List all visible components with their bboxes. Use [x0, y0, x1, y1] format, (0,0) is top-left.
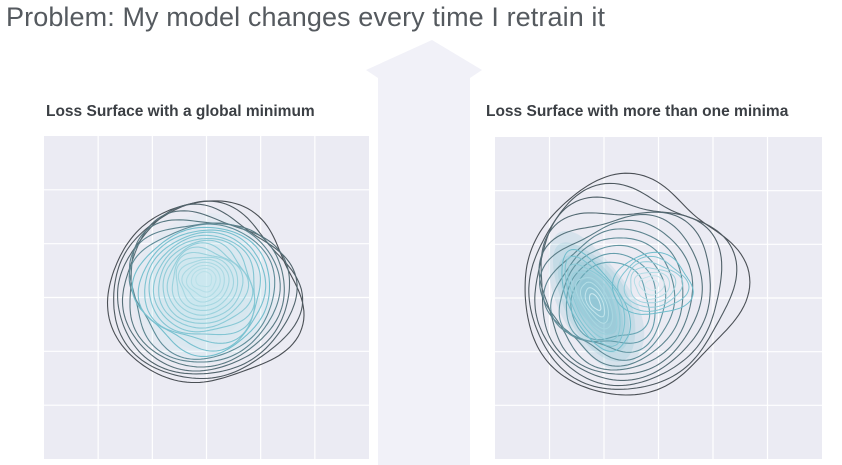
right-contour-basin-left	[567, 263, 621, 341]
left-contour-glow	[156, 239, 254, 342]
left-contour-line	[152, 237, 256, 333]
right-contour-line	[550, 237, 676, 361]
right-contour-line	[540, 211, 711, 381]
right-contour-line	[543, 228, 684, 367]
right-contour-basin-right	[623, 261, 684, 308]
right-contour-basin-right	[630, 267, 677, 304]
right-contour-basin-left	[589, 293, 602, 311]
right-contour-basin-left	[570, 271, 618, 335]
panel-title-multiple-minima: Loss Surface with more than one minima	[486, 103, 789, 120]
right-contour-line	[528, 182, 738, 390]
slide-title: Problem: My model changes every time I r…	[6, 2, 606, 32]
arrow-shape	[366, 40, 482, 465]
left-contour-line	[181, 261, 225, 303]
left-contour-line	[106, 200, 305, 384]
right-contour-glow	[553, 242, 636, 362]
left-contour-line	[144, 231, 261, 344]
left-contour-line	[195, 271, 213, 288]
right-contour-basin-right	[617, 255, 690, 312]
panel-title-global-minimum: Loss Surface with a global minimum	[46, 103, 315, 120]
left-contour-line	[162, 242, 250, 324]
right-contour-basin-left	[564, 255, 626, 347]
right-contour-basin-right	[633, 271, 670, 300]
right-contour-line	[565, 252, 657, 344]
left-contour-line	[175, 256, 235, 311]
right-contour-basin-left	[561, 248, 632, 352]
left-contour-line	[128, 223, 276, 360]
left-contour-line	[129, 219, 285, 368]
right-contour-glow	[573, 269, 618, 335]
right-contour-glow	[557, 254, 630, 353]
left-contour-line	[166, 246, 244, 320]
left-contour-line	[177, 258, 230, 307]
right-contour-line	[534, 196, 723, 387]
right-contour-line	[524, 172, 751, 396]
right-contour-line	[570, 261, 651, 341]
right-contour-basin-right	[638, 275, 665, 296]
left-contour-line	[158, 239, 254, 329]
right-contour-basin-left	[575, 277, 614, 330]
contour-plot-global-minimum	[44, 136, 369, 459]
right-contour-line	[538, 213, 703, 375]
left-contour-line	[113, 200, 304, 380]
left-contour-glow	[148, 229, 263, 350]
left-contour-line	[185, 264, 221, 298]
left-contour-line	[131, 226, 271, 357]
contour-plot-global-minimum-svg	[44, 136, 369, 459]
left-contour-line	[148, 234, 256, 336]
left-contour-line	[190, 267, 217, 293]
contour-plot-multiple-minima	[495, 137, 822, 459]
left-contour-line	[171, 251, 239, 316]
right-contour-basin-left	[584, 287, 606, 318]
right-contour-basin-right	[611, 251, 694, 315]
right-contour-line	[558, 244, 667, 353]
left-contour-line	[128, 222, 281, 363]
right-contour-basin-right	[644, 279, 660, 291]
right-contour-glow	[565, 261, 623, 345]
contour-plot-multiple-minima-svg	[495, 137, 822, 459]
right-contour-basin-left	[580, 281, 609, 324]
left-contour-line	[137, 229, 267, 352]
